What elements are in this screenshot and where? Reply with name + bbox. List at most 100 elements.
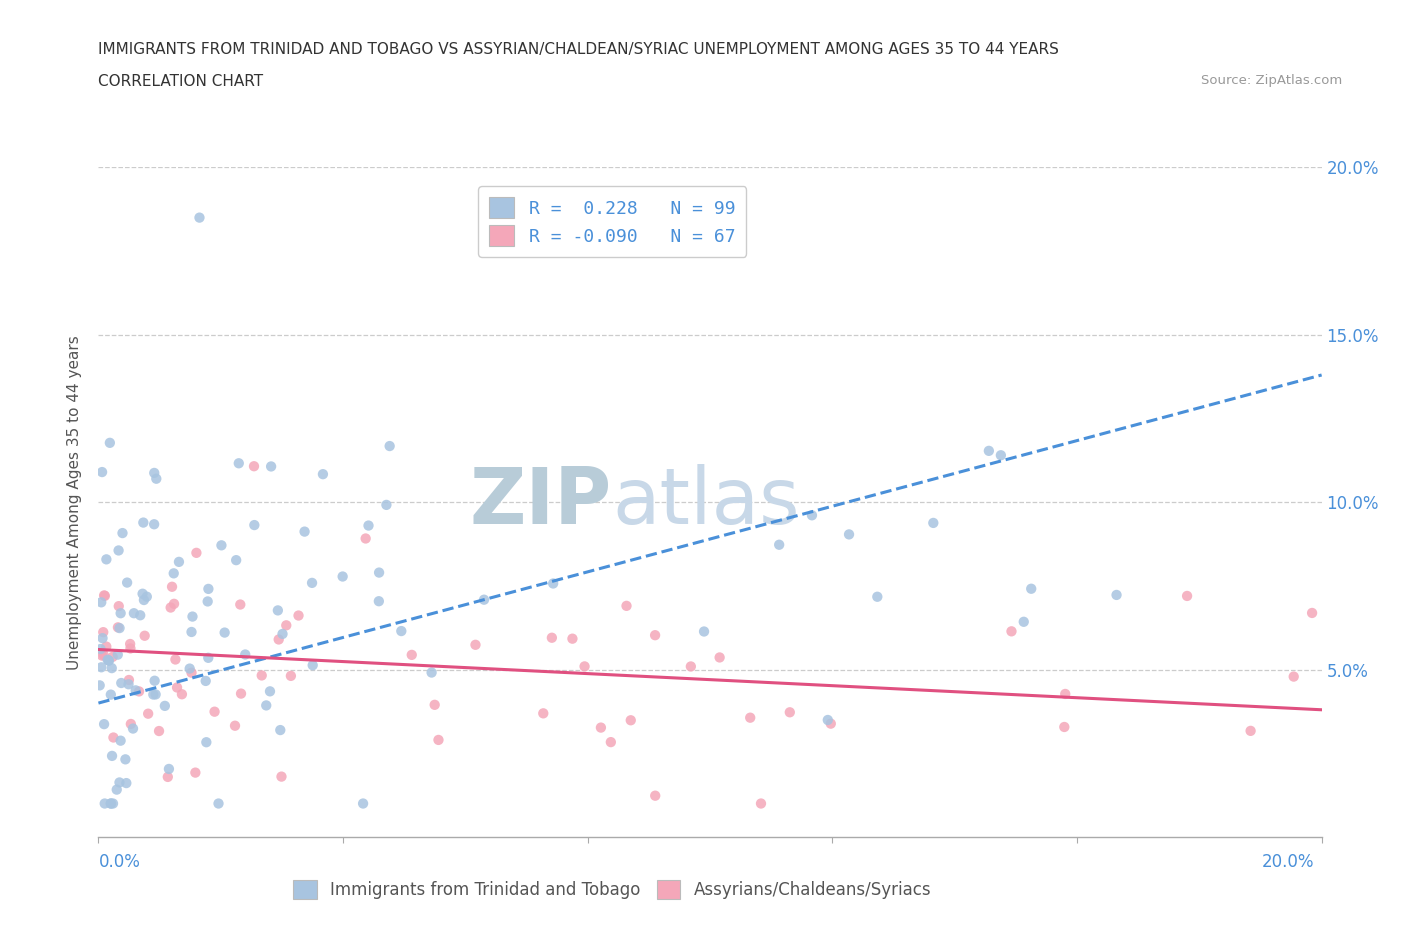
Point [541, 631, 564, 645]
Point [117, 677, 139, 692]
Point [90, 642, 112, 657]
Point [378, 439, 401, 454]
Point [209, 538, 232, 552]
Point [132, 515, 155, 530]
Point [135, 590, 157, 604]
Point [375, 498, 398, 512]
Point [107, 620, 129, 635]
Point [401, 647, 423, 662]
Point [145, 472, 167, 486]
Point [94, 589, 117, 604]
Point [1282, 670, 1305, 684]
Point [197, 581, 219, 596]
Point [122, 721, 145, 736]
Point [427, 733, 450, 748]
Point [352, 796, 374, 811]
Point [301, 658, 323, 672]
Point [267, 632, 290, 647]
Point [260, 459, 283, 474]
Point [143, 673, 166, 688]
Point [228, 456, 250, 471]
Point [134, 629, 156, 644]
Point [620, 712, 643, 727]
Point [165, 652, 187, 667]
Point [107, 543, 129, 558]
Point [90, 660, 112, 675]
Point [93, 647, 115, 662]
Point [679, 659, 702, 674]
Point [472, 592, 495, 607]
Point [179, 661, 201, 676]
Point [194, 673, 217, 688]
Point [1239, 724, 1261, 738]
Point [131, 586, 153, 601]
Point [100, 796, 122, 811]
Point [270, 769, 292, 784]
Text: CORRELATION CHART: CORRELATION CHART [98, 74, 263, 89]
Point [423, 698, 446, 712]
Point [332, 569, 354, 584]
Point [148, 724, 170, 738]
Point [101, 749, 124, 764]
Point [181, 609, 204, 624]
Point [229, 686, 252, 701]
Point [143, 466, 166, 481]
Point [1053, 720, 1076, 735]
Point [229, 597, 252, 612]
Point [110, 675, 132, 690]
Point [267, 603, 290, 618]
Point [301, 576, 323, 591]
Text: ZIP: ZIP [470, 464, 612, 540]
Point [354, 531, 377, 546]
Point [93, 796, 115, 811]
Point [93, 588, 115, 603]
Text: IMMIGRANTS FROM TRINIDAD AND TOBAGO VS ASSYRIAN/CHALDEAN/SYRIAC UNEMPLOYMENT AMO: IMMIGRANTS FROM TRINIDAD AND TOBAGO VS A… [98, 42, 1059, 57]
Point [107, 647, 129, 662]
Point [287, 608, 309, 623]
Point [91, 631, 114, 645]
Point [91, 625, 114, 640]
Point [990, 448, 1012, 463]
Point [163, 565, 186, 580]
Point [709, 650, 731, 665]
Point [184, 765, 207, 780]
Point [143, 517, 166, 532]
Point [124, 683, 146, 698]
Point [91, 465, 114, 480]
Text: atlas: atlas [612, 464, 800, 540]
Point [280, 669, 302, 684]
Point [93, 717, 115, 732]
Point [644, 628, 666, 643]
Point [1301, 605, 1323, 620]
Point [389, 624, 412, 639]
Point [541, 576, 564, 591]
Point [96, 551, 118, 566]
Point [180, 625, 202, 640]
Y-axis label: Unemployment Among Ages 35 to 44 years: Unemployment Among Ages 35 to 44 years [67, 335, 83, 670]
Point [122, 605, 145, 620]
Point [1054, 686, 1077, 701]
Point [243, 518, 266, 533]
Text: 0.0%: 0.0% [98, 853, 141, 870]
Point [464, 637, 486, 652]
Point [89, 678, 111, 693]
Point [108, 775, 131, 790]
Point [188, 210, 211, 225]
Point [977, 444, 1000, 458]
Point [574, 659, 596, 674]
Point [214, 625, 236, 640]
Point [1175, 589, 1198, 604]
Point [259, 684, 281, 698]
Point [271, 627, 294, 642]
Point [163, 596, 186, 611]
Point [101, 649, 124, 664]
Point [114, 752, 136, 767]
Point [98, 435, 121, 450]
Point [276, 618, 298, 632]
Point [779, 705, 801, 720]
Point [166, 680, 188, 695]
Point [103, 730, 125, 745]
Point [922, 515, 945, 530]
Point [157, 762, 180, 777]
Point [817, 712, 839, 727]
